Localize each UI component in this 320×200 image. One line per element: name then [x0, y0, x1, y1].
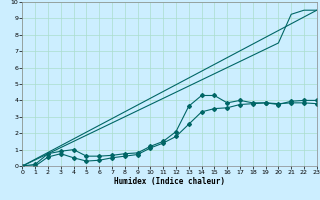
- X-axis label: Humidex (Indice chaleur): Humidex (Indice chaleur): [114, 177, 225, 186]
